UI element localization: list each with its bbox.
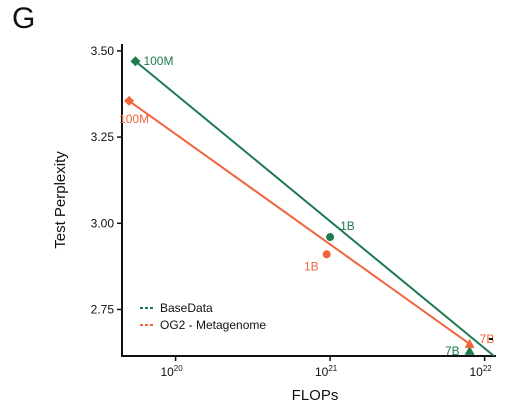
legend-label: OG2 - Metagenome [160, 318, 266, 332]
marker-dash [489, 338, 493, 340]
legend-label: BaseData [160, 301, 213, 315]
fit-line-0 [134, 60, 495, 357]
marker-circle [326, 233, 335, 242]
y-tick-label: 3.00 [91, 216, 115, 230]
panel-label: G [12, 2, 36, 35]
marker-diamond [130, 56, 141, 67]
point-label: 1B [340, 219, 355, 233]
fit-lines [128, 60, 495, 357]
axes: 2.75 3.00 3.25 3.50 1020 1021 1022 [91, 44, 496, 379]
y-tick-label: 2.75 [91, 302, 115, 316]
point-label: 7B [480, 332, 495, 346]
y-tick-label: 3.25 [91, 130, 115, 144]
data-points: 100M 1B 7B 100M 1B 7B [119, 54, 494, 358]
point-label: 100M [143, 54, 173, 68]
x-tick-label: 1022 [469, 364, 492, 379]
x-axis-title: FLOPs [292, 387, 339, 404]
x-tick-label: 1020 [160, 364, 183, 379]
y-axis-title: Test Perplexity [52, 151, 69, 249]
point-label: 100M [119, 112, 149, 126]
point-label: 1B [304, 259, 319, 273]
legend: BaseData OG2 - Metagenome [140, 301, 266, 332]
fit-line-1 [128, 100, 471, 345]
x-tick-label: 1021 [315, 364, 338, 379]
marker-triangle [464, 345, 475, 355]
y-tick-label: 3.50 [91, 44, 115, 58]
marker-circle [322, 250, 331, 259]
marker-triangle [464, 338, 475, 348]
point-label: 7B [445, 344, 460, 358]
marker-diamond [124, 95, 135, 106]
